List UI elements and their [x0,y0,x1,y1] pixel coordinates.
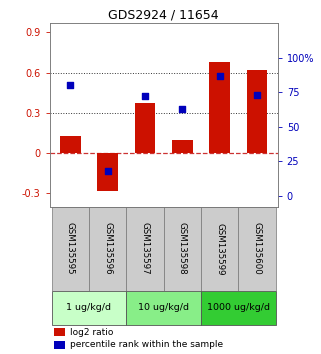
Bar [54,328,65,336]
Bar [126,291,201,325]
Bar [52,291,126,325]
Text: GSM135599: GSM135599 [215,223,224,275]
Point [143,93,148,99]
Text: percentile rank within the sample: percentile rank within the sample [70,340,223,349]
Text: GSM135600: GSM135600 [253,222,262,275]
Text: GSM135596: GSM135596 [103,222,112,275]
Point [68,82,73,88]
Bar [239,207,276,291]
Bar [135,103,155,153]
Bar [60,136,81,153]
Text: 1000 ug/kg/d: 1000 ug/kg/d [207,303,270,312]
Bar [54,341,65,349]
Text: 1 ug/kg/d: 1 ug/kg/d [66,303,111,312]
Text: GSM135598: GSM135598 [178,222,187,275]
Bar [52,207,89,291]
Point [105,168,110,174]
Bar [172,140,193,153]
Bar [247,70,267,153]
Bar [210,62,230,153]
Title: GDS2924 / 11654: GDS2924 / 11654 [108,9,219,22]
Point [180,106,185,112]
Text: GSM135595: GSM135595 [66,222,75,275]
Bar [97,153,118,191]
Text: GSM135597: GSM135597 [141,222,150,275]
Point [255,92,260,98]
Text: 10 ug/kg/d: 10 ug/kg/d [138,303,189,312]
Bar [201,207,239,291]
Point [217,73,222,78]
Bar [126,207,164,291]
Bar [201,291,276,325]
Bar [164,207,201,291]
Bar [89,207,126,291]
Text: log2 ratio: log2 ratio [70,328,114,337]
